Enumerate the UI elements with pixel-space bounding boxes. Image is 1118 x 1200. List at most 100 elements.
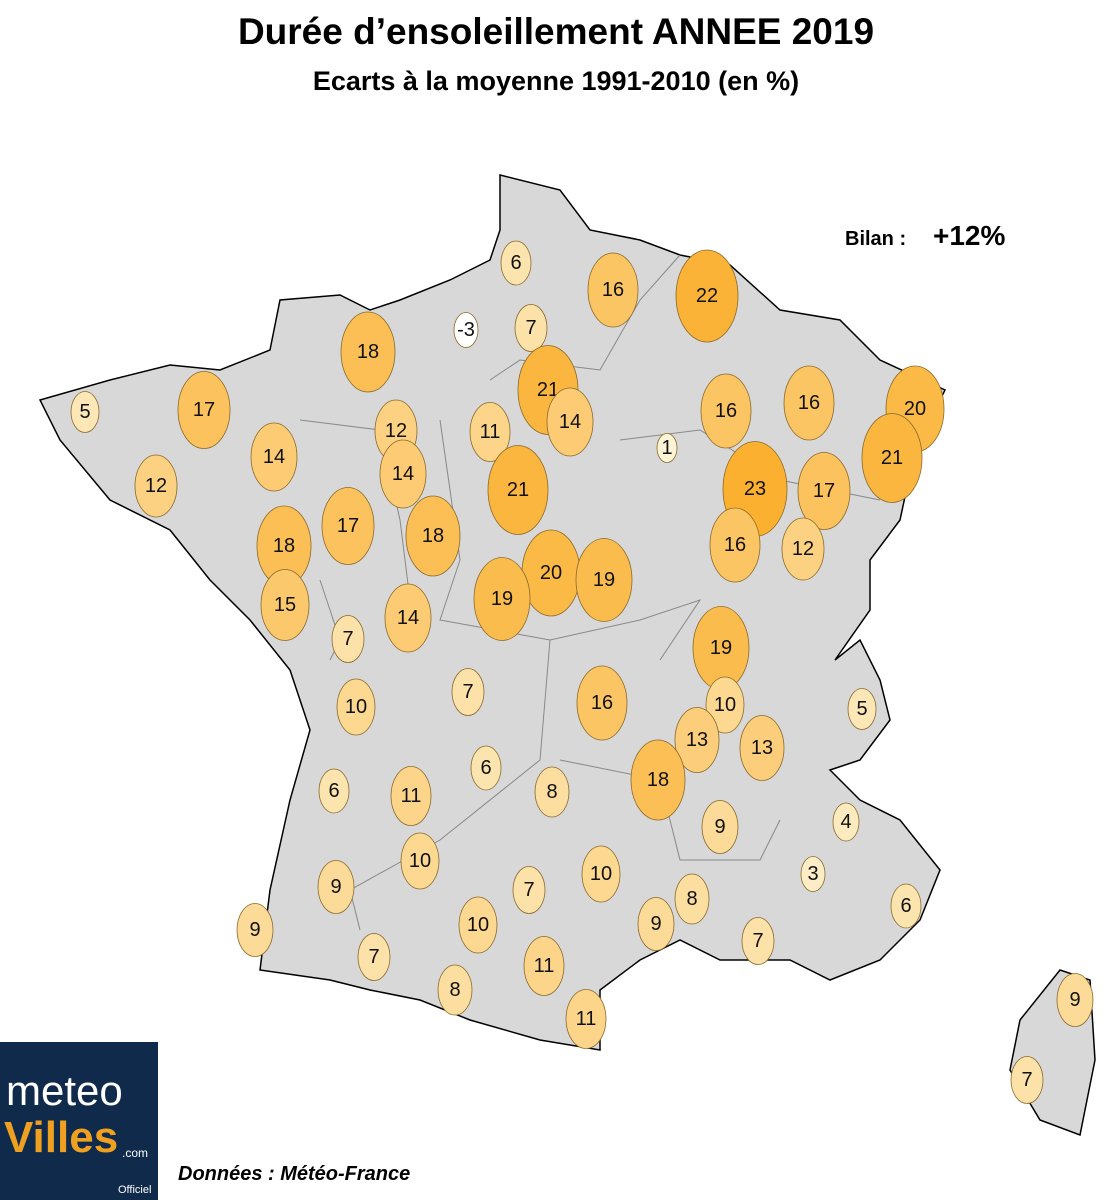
marker [701,800,739,854]
marker-label: 21 [537,379,559,401]
marker [675,249,739,343]
marker-label: 6 [900,895,911,917]
marker [340,311,396,393]
logo-line2: Villes [4,1113,118,1162]
marker [861,413,923,503]
marker [781,517,825,581]
marker [581,845,621,903]
marker-label: 8 [546,781,557,803]
border [489,254,681,381]
marker [250,422,298,492]
marker-label: 6 [480,757,491,779]
marker-label: 17 [193,399,215,421]
marker [437,964,473,1016]
marker [847,688,877,730]
marker-label: 18 [422,525,444,547]
marker-label: 14 [263,446,285,468]
marker [514,304,548,352]
marker-label: 14 [392,463,414,485]
border [559,759,781,861]
marker [400,832,440,890]
subtitle: Ecarts à la moyenne 1991-2010 (en %) [313,66,799,96]
marker-label: 8 [686,888,697,910]
marker-label: 16 [715,400,737,422]
marker-label: 11 [534,955,555,977]
marker [500,240,532,286]
marker-label: 10 [345,696,367,718]
marker [390,766,432,826]
marker [357,933,391,981]
marker-label: 13 [686,729,708,751]
marker [134,454,178,518]
marker-label: 10 [409,850,431,872]
marker [523,936,565,996]
marker-label: 18 [647,769,669,791]
marker [321,487,375,565]
marker-label: 5 [856,698,867,720]
marker-label: 6 [328,780,339,802]
marker-label: 20 [540,562,562,584]
marker-label: 7 [752,930,763,952]
marker-label: 10 [714,694,736,716]
marker-label: 11 [576,1008,597,1030]
marker-label: 1 [661,437,672,459]
marker [832,802,860,842]
marker-label: 13 [751,737,773,759]
marker-label: 9 [330,876,341,898]
marker [70,391,100,433]
country-shape [38,174,1096,1137]
marker [317,860,355,914]
marker-label: 16 [798,392,820,414]
marker-label: -3 [457,319,475,341]
marker-label: 12 [385,420,407,442]
marker-label: 14 [559,411,581,433]
marker-label: 16 [591,692,613,714]
summary-label: Bilan : [845,228,906,250]
marker-label: 21 [507,479,529,501]
marker-label: 19 [491,588,513,610]
marker-label: 6 [510,252,521,274]
marker-label: 18 [357,341,379,363]
marker [630,739,686,821]
marker [674,873,710,925]
marker-label: 5 [79,401,90,423]
marker-label: 12 [145,475,167,497]
marker [700,373,752,449]
marker [451,668,485,716]
marker [473,557,531,641]
marker-label: 7 [1021,1069,1032,1091]
marker [576,665,628,741]
border [349,639,551,931]
marker [1010,1056,1044,1104]
marker-label: 11 [401,785,422,807]
marker [783,365,835,441]
title: Durée d’ensoleillement ANNEE 2019 [238,11,874,52]
marker [587,252,639,328]
marker [405,495,461,577]
marker [469,402,511,462]
marker [384,583,432,653]
marker-label: 9 [249,919,260,941]
source: Données : Météo-France [178,1163,410,1185]
marker-label: 19 [593,569,615,591]
marker-label: 9 [1069,989,1080,1011]
marker [739,715,785,781]
marker-label: 9 [714,816,725,838]
marker-label: 16 [602,279,624,301]
marker-label: 3 [807,863,818,885]
marker-label: 9 [650,913,661,935]
logo-line1: meteo [6,1067,123,1114]
marker-label: 7 [368,946,379,968]
marker-label: 7 [525,317,536,339]
marker-label: 18 [273,535,295,557]
marker [890,883,922,929]
marker [575,538,633,622]
marker [331,615,365,663]
marker [458,896,498,954]
marker-label: 14 [397,607,419,629]
marker-label: 23 [744,478,766,500]
logo-background [0,1042,158,1200]
marker-label: 12 [792,538,814,560]
